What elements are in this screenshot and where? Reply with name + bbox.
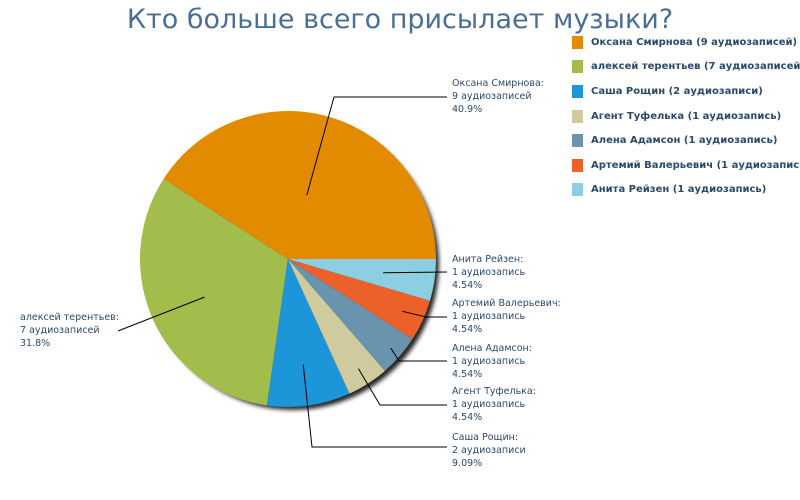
legend-item: Саша Рощин (2 аудиозаписи)	[572, 79, 798, 104]
leader-line-6	[402, 310, 447, 318]
leader-line-2	[117, 296, 205, 332]
legend-label: Алена Адамсон (1 аудиозапись)	[591, 135, 778, 147]
pie-slice-4	[288, 259, 385, 394]
legend-label: Саша Рощин (2 аудиозаписи)	[591, 85, 763, 97]
legend-item: Агент Туфелька (1 аудиозапись)	[572, 104, 798, 129]
pie-slice-2	[140, 178, 288, 406]
pie-slice-3	[266, 259, 350, 407]
data-label-4: Агент Туфелька: 1 аудиозапись 4.54%	[452, 386, 536, 423]
legend-label: Артемий Валерьевич (1 аудиозапись)	[591, 159, 800, 171]
legend-label: Агент Туфелька (1 аудиозапись)	[591, 110, 782, 122]
leader-line-3	[302, 364, 447, 448]
leader-line-4	[357, 368, 447, 406]
pie-slice-5	[288, 259, 413, 371]
legend-swatch	[572, 109, 583, 123]
data-label-5: Алена Адамсон: 1 аудиозапись 4.54%	[452, 343, 532, 380]
legend-item: алексей терентьев (7 аудиозаписей)	[572, 55, 800, 80]
leader-line-7	[383, 271, 448, 274]
leader-line-5	[390, 347, 447, 362]
legend: Оксана Смирнова (9 аудиозаписей) алексей …	[572, 30, 800, 203]
legend-swatch	[572, 158, 583, 172]
legend-item: Алена Адамсон (1 аудиозапись)	[572, 128, 798, 153]
legend-label: Анита Рейзен (1 аудиозапись)	[591, 184, 767, 196]
legend-swatch	[572, 183, 583, 197]
legend-swatch	[572, 84, 583, 98]
chart-title: Кто больше всего присылает музыки?	[126, 4, 674, 35]
leader-line-1	[306, 96, 447, 196]
data-label-7: Анита Рейзен: 1 аудиозапись 4.54%	[452, 254, 526, 291]
pie-slice-7	[288, 259, 436, 301]
pie-slice-1	[163, 110, 437, 259]
legend-label: Оксана Смирнова (9 аудиозаписей)	[591, 36, 798, 48]
data-label-3: Саша Рощин: 2 аудиозаписи 9.09%	[452, 432, 526, 469]
data-label-2: алексей терентьев: 7 аудиозаписей 31.8%	[20, 312, 119, 349]
legend-swatch	[572, 60, 583, 74]
data-label-6: Артемий Валерьевич: 1 аудиозапись 4.54%	[452, 298, 561, 335]
legend-item: Оксана Смирнова (9 аудиозаписей)	[572, 30, 798, 55]
data-label-1: Оксана Смирнова: 9 аудиозаписей 40.9%	[452, 78, 544, 115]
legend-swatch	[572, 134, 583, 148]
legend-label: алексей терентьев (7 аудиозаписей)	[591, 61, 800, 73]
legend-item: Артемий Валерьевич (1 аудиозапись)	[572, 153, 800, 178]
legend-swatch	[572, 35, 583, 49]
pie-slice-6	[288, 259, 430, 340]
legend-item: Анита Рейзен (1 аудиозапись)	[572, 178, 798, 203]
